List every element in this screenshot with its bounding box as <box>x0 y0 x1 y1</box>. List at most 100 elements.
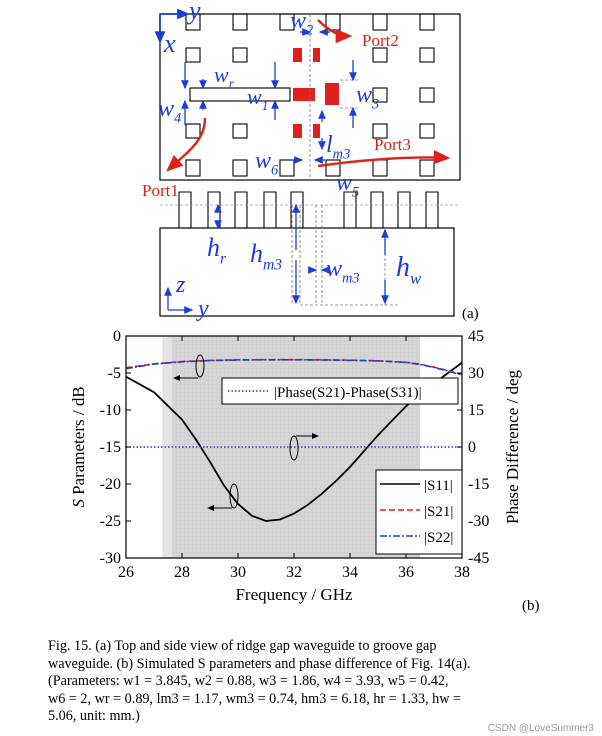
pin <box>325 159 341 177</box>
y-left-tick-label: -15 <box>100 439 121 456</box>
port2-arrow <box>317 19 353 44</box>
side-axis-y: y <box>196 296 209 322</box>
red-block-top <box>293 48 302 62</box>
band-edge <box>162 336 173 558</box>
caption-line-3: (Parameters: w1 = 3.845, w2 = 0.88, w3 =… <box>48 673 449 689</box>
y-right-tick-label: 45 <box>468 328 484 345</box>
caption-line-2: waveguide. (b) Simulated S parameters an… <box>48 655 471 672</box>
axis-label-x: x <box>163 29 176 58</box>
side-pin <box>290 191 304 228</box>
watermark: CSDN @LoveSummer3 <box>487 723 594 734</box>
x-tick-label: 28 <box>174 564 190 581</box>
y-left-axis-label: S Parameters / dB <box>69 386 88 507</box>
side-pin <box>263 191 277 228</box>
port1-arrow <box>166 117 207 172</box>
side-pins <box>178 191 439 228</box>
pin <box>372 123 388 139</box>
legend-entry: |S11| <box>424 478 453 494</box>
pin <box>419 159 435 177</box>
x-tick-label: 36 <box>398 564 414 581</box>
axis-annotations <box>173 354 319 511</box>
pin <box>279 13 295 31</box>
red-block-top-2 <box>313 48 320 62</box>
port3-arrow <box>317 150 451 168</box>
y-left-tick-label: -25 <box>100 513 121 530</box>
pin <box>185 13 201 31</box>
param-hr: hr <box>207 233 227 267</box>
x-tick-label: 30 <box>230 564 246 581</box>
param-w3: w3 <box>356 82 379 113</box>
y-left-tick-label: -20 <box>100 476 121 493</box>
param-lm3: lm3 <box>326 132 350 163</box>
pin <box>185 159 201 177</box>
y-left-tick-label: -5 <box>108 365 121 382</box>
pin <box>419 47 435 63</box>
pin <box>232 123 248 139</box>
red-block-right <box>325 83 339 105</box>
side-view-outline <box>159 227 455 317</box>
y-right-tick-label: -45 <box>468 550 489 567</box>
pin <box>185 123 201 139</box>
y-right-tick-label: -30 <box>468 513 489 530</box>
port3-label: Port3 <box>374 135 411 154</box>
param-w2: w2 <box>290 8 313 39</box>
port1-label: Port1 <box>142 181 179 200</box>
y-left-tick-label: 0 <box>113 328 121 345</box>
y-right-axis-label: Phase Difference / deg <box>503 369 522 524</box>
pin <box>419 13 435 31</box>
side-pin <box>370 191 384 228</box>
pin <box>185 47 201 63</box>
param-hm3: hm3 <box>250 239 282 273</box>
pin <box>372 13 388 31</box>
x-axis-label: Frequency / GHz <box>235 585 353 604</box>
pin <box>372 159 388 177</box>
pin <box>232 13 248 31</box>
port2-label: Port2 <box>362 31 399 50</box>
red-block-bottom-2 <box>313 124 320 138</box>
side-pin <box>425 191 439 228</box>
side-axis-z: z <box>175 272 186 298</box>
pin <box>232 159 248 177</box>
legend-entry: |S21| <box>424 504 453 520</box>
axis-label-y: y <box>186 0 201 25</box>
ridge-outline <box>189 87 291 102</box>
param-wr: wr <box>214 62 235 91</box>
side-view: z y (a) <box>159 191 479 322</box>
param-w4: w4 <box>158 96 181 127</box>
series-line-2 <box>125 359 463 376</box>
legend-entry: |S22| <box>424 530 453 546</box>
series-line-0 <box>125 361 463 522</box>
caption-line-1: Fig. 15. (a) Top and side view of ridge … <box>48 638 437 654</box>
pin <box>325 13 341 31</box>
param-w1: w1 <box>247 84 268 113</box>
caption-line-5: 5.06, unit: mm.) <box>48 708 140 724</box>
pin <box>279 159 295 177</box>
chart-b: 26 28 30 32 34 36 38 0 -5 -10 -15 -20 -25 -30 45 30 15 0 -… <box>69 328 540 614</box>
legend-phase-label: |Phase(S21)-Phase(S31)| <box>274 385 422 401</box>
panel-label-b: (b) <box>522 598 540 614</box>
legend-s: |S11| |S21| |S22| <box>375 469 463 555</box>
pin <box>372 47 388 63</box>
x-tick-label: 38 <box>454 564 470 581</box>
y-left-tick-label: -30 <box>100 550 121 567</box>
side-pin <box>343 191 357 228</box>
figure-caption: Fig. 15. (a) Top and side view of ridge … <box>48 638 596 726</box>
x-tick-label: 26 <box>118 564 134 581</box>
side-pin <box>178 191 192 228</box>
y-right-tick-label: -15 <box>468 476 489 493</box>
y-right-tick-label: 30 <box>468 365 484 382</box>
pin <box>419 123 435 139</box>
caption-line-4: w6 = 2, wr = 0.89, lm3 = 1.17, wm3 = 0.7… <box>48 690 462 707</box>
param-w6: w6 <box>255 148 279 179</box>
red-block-mid <box>293 88 315 101</box>
y-right-tick-label: 0 <box>468 439 476 456</box>
side-pin <box>397 191 411 228</box>
legend-phase: |Phase(S21)-Phase(S31)| <box>221 377 459 405</box>
pin <box>232 47 248 63</box>
x-tick-label: 32 <box>286 564 302 581</box>
top-view: y x Port2 Port1 Port3 <box>142 0 461 200</box>
pin <box>372 87 388 103</box>
param-labels-side: hr hm3 wm3 hw <box>207 233 422 288</box>
